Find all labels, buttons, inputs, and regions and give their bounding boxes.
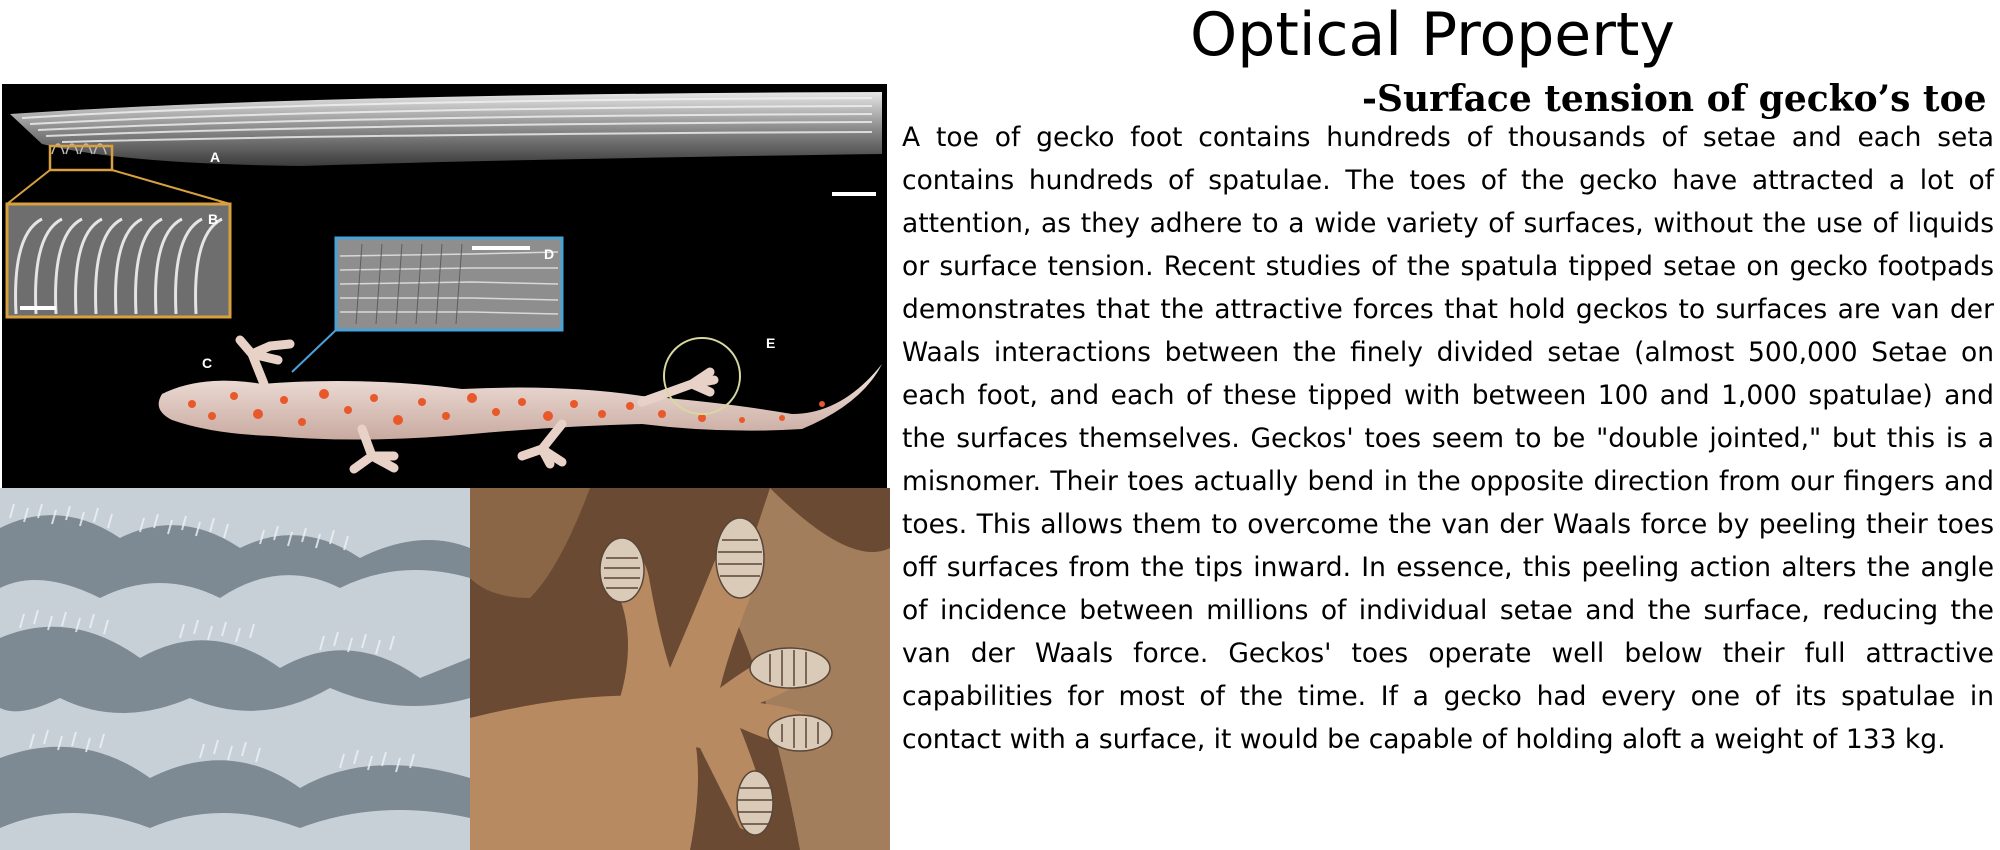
gecko-foot-graphic	[470, 488, 890, 850]
sem-setae-photo	[0, 488, 470, 850]
gecko-setae-figure: A B	[2, 84, 887, 489]
gecko-foot-photo	[470, 488, 890, 850]
figure-label-e: E	[766, 335, 775, 351]
slide-subtitle: -Surface tension of gecko’s toe	[1362, 78, 1987, 120]
gecko-figure-graphic: A B	[2, 84, 887, 489]
sem-strip-a: A	[10, 92, 882, 196]
figure-label-b: B	[208, 211, 218, 227]
gecko-illustration: C E	[158, 335, 882, 474]
sem-setae-graphic	[0, 488, 470, 850]
slide-title: Optical Property	[1190, 0, 1675, 70]
body-paragraph: A toe of gecko foot contains hundreds of…	[902, 122, 1994, 755]
figure-label-d: D	[544, 246, 554, 262]
inset-d: D	[334, 236, 564, 332]
figure-label-c: C	[202, 355, 212, 371]
figure-label-a: A	[210, 149, 220, 165]
inset-b: B	[5, 202, 232, 319]
